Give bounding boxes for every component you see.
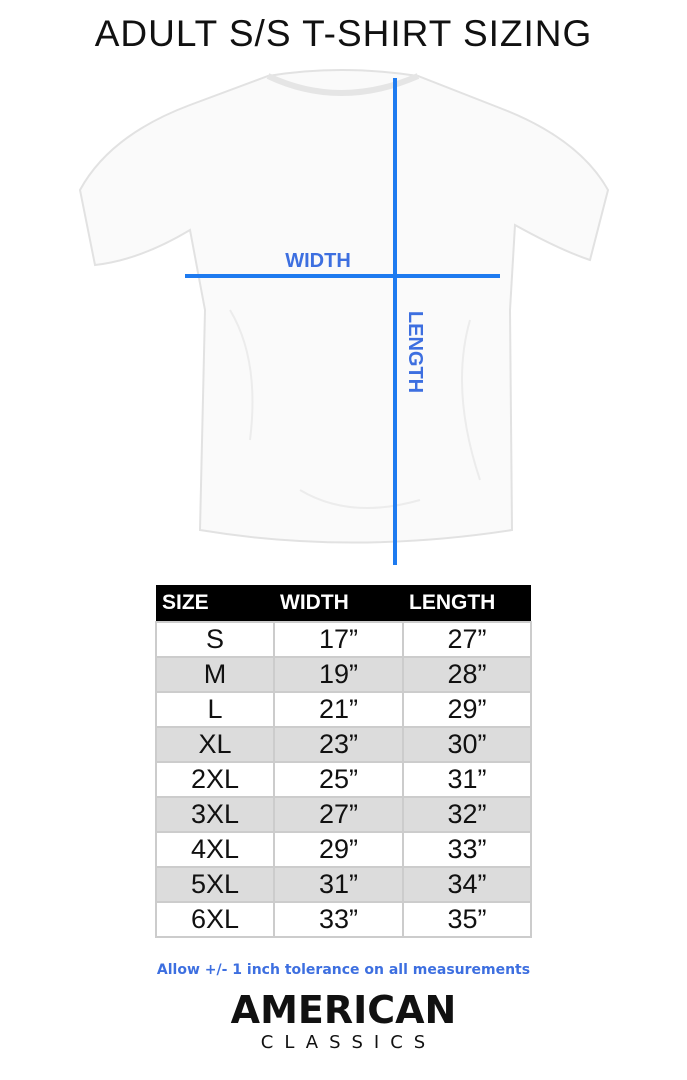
width-cell: 25” (273, 761, 404, 798)
width-cell: 23” (273, 726, 404, 763)
tshirt-collar (266, 73, 420, 96)
table-row: 2XL 25” 31” (155, 761, 532, 798)
table-row: M 19” 28” (155, 656, 532, 693)
page-title: ADULT S/S T-SHIRT SIZING (94, 13, 593, 54)
table-row: S 17” 27” (155, 621, 532, 658)
size-cell: M (155, 656, 275, 693)
table-row: 4XL 29” 33” (155, 831, 532, 868)
table-row: 6XL 33” 35” (155, 901, 532, 938)
size-cell: 6XL (155, 901, 275, 938)
logo-american: AMERICAN (230, 988, 457, 1032)
length-cell: 35” (402, 901, 532, 938)
size-cell: L (155, 691, 275, 728)
width-cell: 21” (273, 691, 404, 728)
width-cell: 17” (273, 621, 404, 658)
length-label: LENGTH (404, 311, 426, 393)
table-row: XL 23” 30” (155, 726, 532, 763)
tolerance-note: Allow +/- 1 inch tolerance on all measur… (156, 962, 531, 978)
header-width: WIDTH (274, 585, 403, 622)
width-cell: 27” (273, 796, 404, 833)
header-length: LENGTH (403, 585, 531, 622)
length-cell: 28” (402, 656, 532, 693)
size-cell: 2XL (155, 761, 275, 798)
length-cell: 33” (402, 831, 532, 868)
length-cell: 31” (402, 761, 532, 798)
size-cell: XL (155, 726, 275, 763)
length-cell: 29” (402, 691, 532, 728)
width-cell: 33” (273, 901, 404, 938)
header-size: SIZE (156, 585, 274, 622)
length-cell: 32” (402, 796, 532, 833)
length-cell: 27” (402, 621, 532, 658)
tshirt-wrinkles (229, 309, 481, 509)
width-cell: 31” (273, 866, 404, 903)
table-header: SIZE WIDTH LENGTH (156, 585, 531, 622)
length-cell: 34” (402, 866, 532, 903)
tshirt-diagram: WIDTH LENGTH (78, 69, 610, 565)
table-body: S 17” 27” M 19” 28” L 21” 29” XL 23” 30” 2XL 25” 31” 3X… (155, 621, 532, 938)
logo-classics: CLASSICS (260, 1032, 437, 1053)
width-cell: 19” (273, 656, 404, 693)
length-cell: 30” (402, 726, 532, 763)
width-label: WIDTH (285, 250, 351, 272)
table-row: 3XL 27” 32” (155, 796, 532, 833)
width-cell: 29” (273, 831, 404, 868)
size-cell: 3XL (155, 796, 275, 833)
size-table: SIZE WIDTH LENGTH S 17” 27” M 19” 28” L 21” 29” X… (155, 585, 532, 938)
size-cell: 5XL (155, 866, 275, 903)
table-row: 5XL 31” 34” (155, 866, 532, 903)
table-row: L 21” 29” (155, 691, 532, 728)
tshirt-image (78, 69, 610, 544)
size-cell: 4XL (155, 831, 275, 868)
size-cell: S (155, 621, 275, 658)
